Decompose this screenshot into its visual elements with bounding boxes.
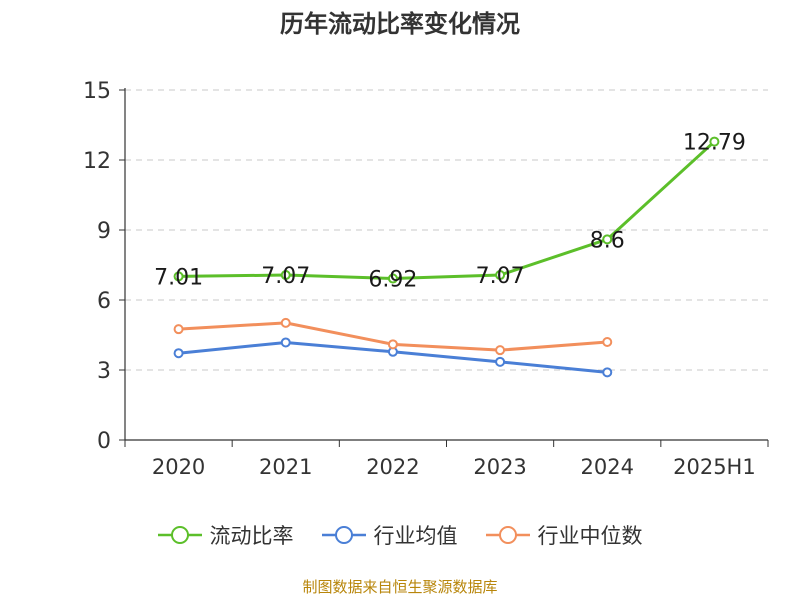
data-point (280, 337, 291, 348)
data-point (280, 270, 291, 281)
x-tick-label: 2021 (259, 455, 312, 479)
data-label: 7.01 (154, 265, 203, 290)
legend-swatch-icon (157, 526, 202, 544)
data-label: 12.79 (683, 131, 746, 156)
y-tick-label: 6 (97, 289, 111, 314)
axes: 0 3 6 9 12 15 2020 2021 2022 2023 2024 2025H1 (83, 79, 769, 479)
data-labels: 7.01 7.07 6.92 7.07 8.6 12.79 (154, 131, 746, 293)
chart-title: 历年流动比率变化情况 (280, 10, 520, 38)
data-point (495, 345, 506, 356)
legend-swatch-marker (334, 526, 353, 544)
y-tick-label: 15 (83, 79, 111, 104)
data-point (173, 324, 184, 335)
data-point (602, 337, 613, 347)
data-point (709, 136, 720, 147)
x-tick-label: 2023 (473, 455, 526, 479)
data-label: 6.92 (368, 268, 417, 293)
legend-label: 流动比率 (209, 524, 294, 548)
legend-swatch-icon (485, 526, 530, 544)
data-point (387, 273, 398, 284)
y-tick-label: 0 (97, 429, 111, 454)
x-tick-label: 2020 (152, 455, 205, 479)
data-point (602, 367, 613, 378)
data-point (495, 356, 506, 367)
x-tick-label: 2025H1 (673, 455, 756, 479)
grid-lines (125, 89, 768, 371)
legend-swatch-marker (170, 526, 189, 544)
data-point (495, 270, 506, 281)
source-note: 制图数据来自恒生聚源数据库 (302, 578, 498, 596)
data-point (173, 348, 184, 359)
legend-label: 行业中位数 (537, 524, 643, 548)
y-tick-label: 12 (83, 149, 111, 174)
data-label: 7.07 (261, 264, 310, 289)
data-point (602, 234, 613, 245)
legend-label: 行业均值 (373, 524, 458, 548)
legend-item[interactable]: 行业中位数 (485, 520, 643, 550)
legend: 流动比率 行业均值 行业中位数 (0, 520, 800, 550)
x-tick-label: 2024 (581, 455, 634, 479)
x-tick-label: 2022 (366, 455, 419, 479)
data-point (387, 339, 398, 350)
legend-item[interactable]: 流动比率 (157, 520, 294, 550)
y-tick-label: 3 (97, 359, 111, 384)
series-line (178, 140, 716, 281)
legend-swatch-icon (321, 526, 366, 544)
legend-swatch-marker (498, 526, 517, 544)
data-point (280, 317, 291, 328)
legend-item[interactable]: 行业均值 (321, 520, 458, 550)
data-label: 7.07 (476, 264, 525, 289)
data-label: 8.6 (590, 228, 625, 253)
y-tick-label: 9 (97, 219, 111, 244)
data-point (173, 271, 184, 282)
series-lines (173, 136, 720, 378)
